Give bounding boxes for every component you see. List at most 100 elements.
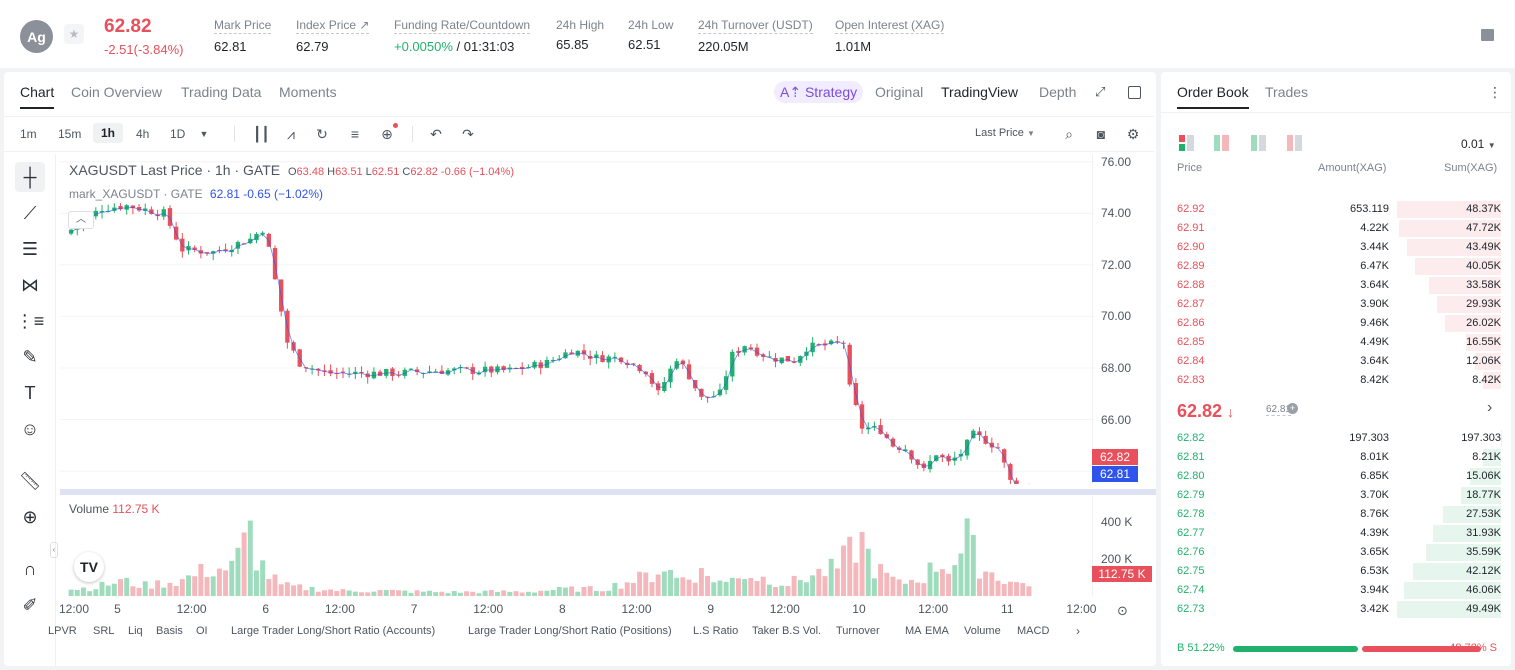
bid-row[interactable]: 62.77 4.39K 31.93K	[1161, 524, 1511, 543]
volume-bar	[408, 592, 414, 596]
volume-bar	[803, 582, 809, 596]
expand-icon[interactable]: ⤢	[1095, 84, 1106, 99]
ask-row[interactable]: 62.87 3.90K 29.93K	[1161, 295, 1511, 314]
interval-15m[interactable]: 15m	[58, 127, 82, 141]
indicator-item[interactable]: EMA	[925, 625, 949, 637]
bid-row[interactable]: 62.74 3.94K 46.06K	[1161, 581, 1511, 600]
magnet-icon[interactable]: ∩	[23, 558, 37, 579]
view-depth[interactable]: Depth	[1039, 84, 1077, 100]
strategy-button[interactable]: A⇡ Strategy	[774, 81, 864, 103]
reset-view-icon[interactable]: ⊙	[1117, 603, 1128, 618]
add-plus-icon[interactable]: ⊕	[379, 123, 398, 142]
chevron-right-icon[interactable]: ›	[1076, 624, 1080, 638]
fib-levels-icon[interactable]: ⋮≡	[15, 310, 45, 331]
chevron-down-icon[interactable]: ▼	[199, 129, 209, 139]
price-tick: 76.00	[1101, 154, 1132, 169]
search-icon[interactable]: ⌕	[1065, 126, 1073, 142]
pencil-lock-icon[interactable]: ✐	[22, 594, 38, 615]
row-price: 62.85	[1177, 336, 1205, 348]
chevron-right-icon[interactable]: ›	[1487, 399, 1493, 416]
more-menu-icon[interactable]: ⋮	[1488, 84, 1502, 100]
indicator-item[interactable]: LPVR	[48, 625, 77, 637]
bid-row[interactable]: 62.81 8.01K 8.21K	[1161, 448, 1511, 467]
price-type-select[interactable]: Last Price ▼	[975, 127, 1035, 139]
guide-book-icon[interactable]	[1481, 29, 1494, 41]
tab-chart[interactable]: Chart	[20, 84, 55, 109]
indicator-item[interactable]: L.S Ratio	[693, 625, 739, 637]
ask-row[interactable]: 62.84 3.64K 12.06K	[1161, 352, 1511, 371]
ask-row[interactable]: 62.88 3.64K 33.58K	[1161, 276, 1511, 295]
candle-type-icon[interactable]: ┃┃	[253, 126, 270, 142]
emoji-icon[interactable]: ☺	[20, 418, 40, 439]
mark-info-icon[interactable]: +	[1287, 403, 1298, 414]
text-tool-icon[interactable]: T	[24, 382, 36, 403]
ask-row[interactable]: 62.86 9.46K 26.02K	[1161, 314, 1511, 333]
indicator-item[interactable]: Large Trader Long/Short Ratio (Positions…	[468, 625, 672, 637]
redo-icon[interactable]: ↷	[462, 126, 474, 142]
bid-row[interactable]: 62.80 6.85K 15.06K	[1161, 467, 1511, 486]
tab-trades[interactable]: Trades	[1265, 84, 1309, 100]
crosshair-icon[interactable]: ┼	[15, 162, 45, 192]
window-icon[interactable]	[1128, 86, 1141, 99]
zoom-in-icon[interactable]: ⊕	[22, 506, 38, 527]
indicator-item[interactable]: Volume	[964, 625, 1001, 637]
indicator-item[interactable]: Large Trader Long/Short Ratio (Accounts)	[231, 625, 436, 637]
layout-asks-only-icon[interactable]	[1287, 135, 1303, 151]
interval-4h[interactable]: 4h	[136, 127, 150, 141]
volume-bar	[433, 592, 439, 596]
ask-row[interactable]: 62.85 4.49K 16.55K	[1161, 333, 1511, 352]
row-amount: 3.94K	[1360, 584, 1389, 596]
volume-bar	[766, 584, 772, 596]
pattern-icon[interactable]: ⋈	[21, 274, 39, 295]
indicators-icon[interactable]: ⩘	[287, 126, 295, 142]
tab-coin-overview[interactable]: Coin Overview	[71, 84, 163, 100]
indicator-item[interactable]: SRL	[93, 625, 115, 637]
list-icon[interactable]: ≡	[350, 126, 360, 142]
indicator-item[interactable]: OI	[196, 625, 208, 637]
bid-row[interactable]: 62.78 8.76K 27.53K	[1161, 505, 1511, 524]
tab-trading-data[interactable]: Trading Data	[181, 84, 262, 100]
view-original[interactable]: Original	[875, 84, 924, 100]
brush-icon[interactable]: ✎	[22, 346, 38, 367]
ask-row[interactable]: 62.89 6.47K 40.05K	[1161, 257, 1511, 276]
indicator-item[interactable]: MACD	[1017, 625, 1050, 637]
tab-moments[interactable]: Moments	[279, 84, 337, 100]
bid-row[interactable]: 62.76 3.65K 35.59K	[1161, 543, 1511, 562]
trendline-icon[interactable]: ⟋	[23, 202, 37, 223]
layout-bids-icon[interactable]	[1214, 135, 1230, 151]
candlestick-plot[interactable]	[60, 154, 1094, 484]
bid-row[interactable]: 62.82 197.303 197.303	[1161, 429, 1511, 448]
precision-select[interactable]: 0.01 ▼	[1461, 137, 1496, 151]
refresh-icon[interactable]: ↻	[316, 126, 328, 142]
indicator-item[interactable]: Liq	[128, 625, 143, 637]
ruler-icon[interactable]: 📏︎	[18, 470, 42, 491]
undo-icon[interactable]: ↶	[430, 126, 442, 142]
interval-1h[interactable]: 1h	[93, 123, 124, 143]
favorite-star-icon[interactable]: ★	[64, 24, 84, 44]
time-axis: 12:00 5 12:00 6 12:00 7 12:00 8 12:00 9 12:00 10 12:…	[59, 599, 1096, 619]
camera-icon[interactable]: ◙	[1096, 126, 1106, 142]
ask-row[interactable]: 62.92 653.119 48.37K	[1161, 200, 1511, 219]
view-tradingview[interactable]: TradingView	[941, 84, 1019, 100]
chevron-left-icon[interactable]: ‹	[50, 542, 58, 558]
indicator-item[interactable]: Basis	[156, 625, 183, 637]
indicator-item[interactable]: Taker B.S Vol.	[752, 625, 822, 637]
settings-gear-icon[interactable]: ⚙	[1126, 126, 1140, 142]
bid-row[interactable]: 62.75 6.53K 42.12K	[1161, 562, 1511, 581]
indicator-item[interactable]: MA	[905, 625, 922, 637]
interval-1d[interactable]: 1D	[170, 127, 186, 141]
ask-row[interactable]: 62.83 8.42K 8.42K	[1161, 371, 1511, 390]
layout-both-icon[interactable]	[1179, 135, 1195, 151]
bid-row[interactable]: 62.73 3.42K 49.49K	[1161, 600, 1511, 619]
horizontal-lines-icon[interactable]: ☰	[21, 238, 39, 259]
indicator-item[interactable]: Turnover	[836, 625, 880, 637]
collapse-legend-icon[interactable]: ︿	[68, 211, 94, 229]
ask-row[interactable]: 62.90 3.44K 43.49K	[1161, 238, 1511, 257]
ask-row[interactable]: 62.91 4.22K 47.72K	[1161, 219, 1511, 238]
tab-order-book[interactable]: Order Book	[1177, 84, 1249, 109]
layout-bids-only-icon[interactable]	[1251, 135, 1267, 151]
bid-row[interactable]: 62.79 3.70K 18.77K	[1161, 486, 1511, 505]
stat-index-price[interactable]: Index Price ↗ 62.79	[296, 18, 370, 54]
pane-divider[interactable]	[60, 489, 1156, 495]
interval-1m[interactable]: 1m	[20, 127, 37, 141]
